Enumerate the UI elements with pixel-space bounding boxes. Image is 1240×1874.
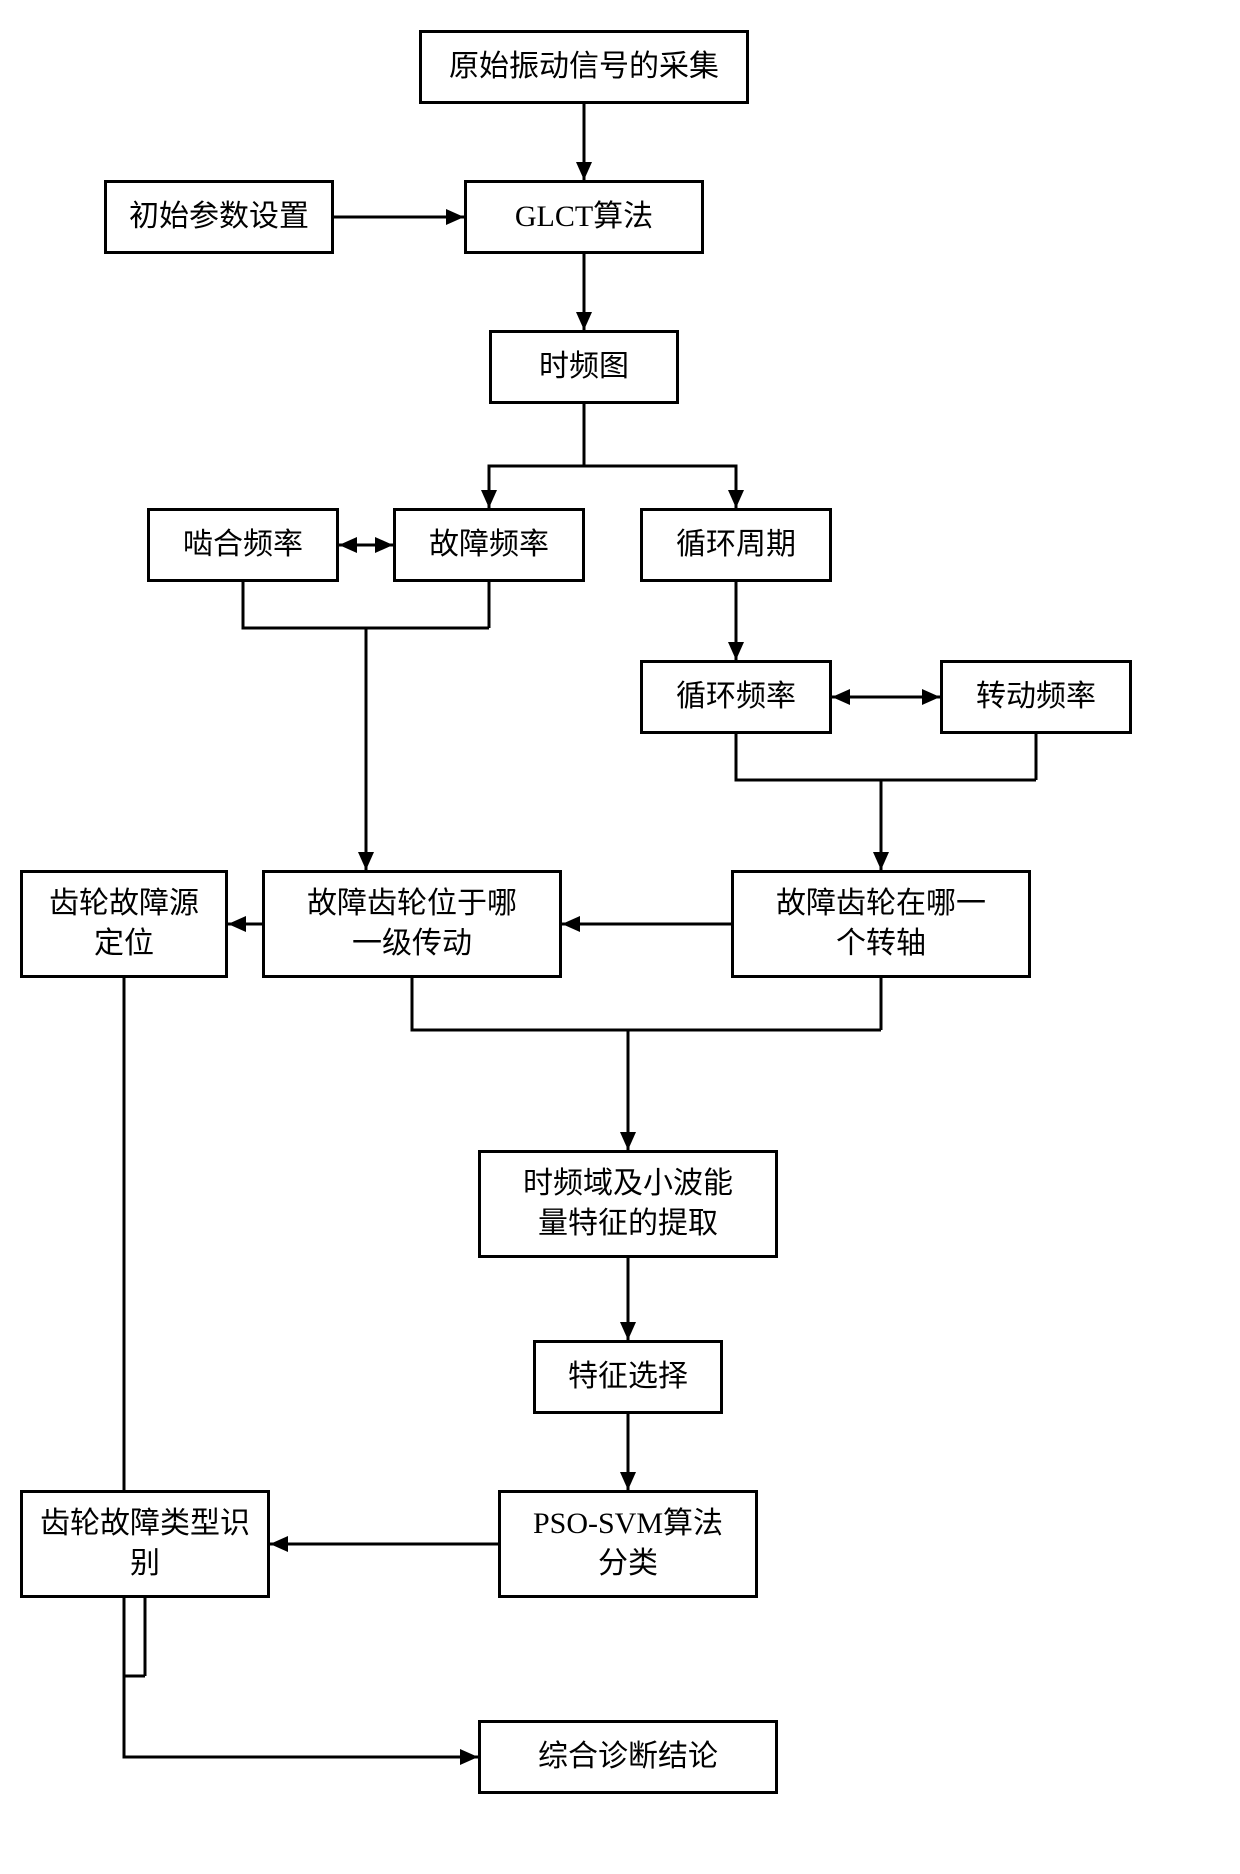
node-n9: 转动频率 [940, 660, 1132, 734]
edge-15 [228, 916, 262, 932]
edge-24 [124, 1676, 478, 1765]
edge-4 [584, 466, 744, 508]
edge-13 [873, 780, 889, 870]
node-n14: 特征选择 [533, 1340, 723, 1414]
edge-11 [736, 734, 1036, 780]
edge-16 [412, 978, 881, 1030]
node-n8: 循环频率 [640, 660, 832, 734]
node-n3: GLCT算法 [464, 180, 704, 254]
node-n7: 循环周期 [640, 508, 832, 582]
node-n5: 啮合频率 [147, 508, 339, 582]
edge-10 [832, 689, 940, 705]
node-n12: 齿轮故障源定位 [20, 870, 228, 978]
edge-5 [339, 537, 393, 553]
node-n6: 故障频率 [393, 508, 585, 582]
node-n13: 时频域及小波能量特征的提取 [478, 1150, 778, 1258]
edge-21 [270, 1536, 498, 1552]
edge-2 [576, 254, 592, 330]
edge-9 [728, 582, 744, 660]
node-n11: 故障齿轮在哪一个转轴 [731, 870, 1031, 978]
edge-1 [334, 209, 464, 225]
edge-18 [620, 1030, 636, 1150]
edge-20 [620, 1414, 636, 1490]
edge-6 [243, 582, 489, 628]
node-n1: 原始振动信号的采集 [419, 30, 749, 104]
node-n10: 故障齿轮位于哪一级传动 [262, 870, 562, 978]
edge-19 [620, 1258, 636, 1340]
edge-3 [481, 404, 584, 508]
node-n15: PSO-SVM算法分类 [498, 1490, 758, 1598]
edge-0 [576, 104, 592, 180]
node-n16: 齿轮故障类型识别 [20, 1490, 270, 1598]
node-n2: 初始参数设置 [104, 180, 334, 254]
edge-14 [562, 916, 731, 932]
edge-8 [358, 628, 374, 870]
node-n17: 综合诊断结论 [478, 1720, 778, 1794]
node-n4: 时频图 [489, 330, 679, 404]
flowchart-canvas: 原始振动信号的采集初始参数设置 GLCT算法时频图啮合频率故障频率循环周期循环频率… [0, 0, 1240, 1874]
